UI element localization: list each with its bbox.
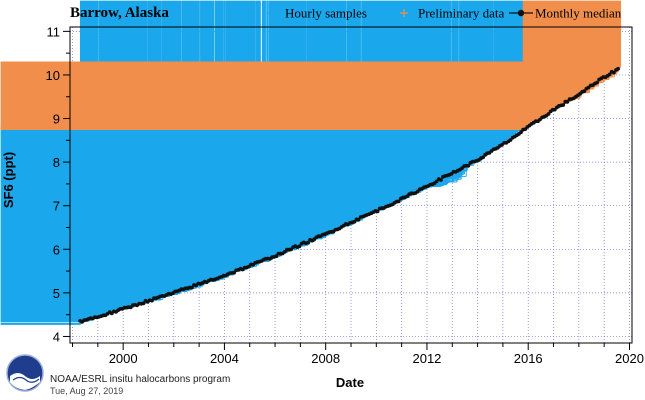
x-tick-label: 2000: [109, 351, 138, 366]
monthly-median-point: [519, 130, 523, 135]
legend-marker: [517, 9, 525, 17]
y-tick-label: 9: [53, 112, 60, 127]
y-tick-label: 10: [46, 68, 60, 83]
monthly-median-point: [190, 285, 194, 290]
y-tick-label: 5: [53, 286, 60, 301]
monthly-median-point: [306, 240, 310, 245]
monthly-median-point: [150, 298, 154, 303]
monthly-median-point: [396, 199, 401, 204]
monthly-median-point: [582, 89, 587, 94]
monthly-median-point: [466, 163, 471, 168]
x-tick-label: 2012: [412, 351, 441, 366]
x-tick-label: 2004: [210, 351, 239, 366]
monthly-median-point: [481, 155, 485, 160]
x-tick-label: 2008: [311, 351, 340, 366]
legend-marker: [267, 9, 275, 17]
y-tick-label: 8: [53, 155, 60, 170]
x-tick-label: 2016: [514, 351, 543, 366]
legend: Hourly samples Preliminary data Monthly me…: [267, 6, 622, 21]
credit-date: Tue, Aug 27, 2019: [50, 386, 124, 396]
legend-label: Preliminary data: [418, 6, 505, 21]
legend-label: Monthly median: [535, 6, 622, 21]
legend-label: Hourly samples: [285, 6, 367, 21]
monthly-median-point: [616, 66, 620, 71]
x-tick-label: 2020: [615, 351, 644, 366]
y-tick-label: 11: [47, 24, 61, 39]
monthly-median-point: [274, 254, 279, 259]
monthly-median-point: [607, 72, 612, 77]
monthly-median-point: [561, 103, 566, 107]
chart-title: Barrow, Alaska: [70, 5, 169, 21]
monthly-median-point: [595, 80, 599, 85]
y-axis-label: SF6 (ppt): [1, 152, 16, 208]
axis-ticks: 2000 2004 2008 2012 2016 2020 4 5 6 7 8 9 10 11: [46, 24, 644, 366]
monthly-median-point: [375, 209, 380, 214]
monthly-median-point: [439, 178, 443, 182]
y-tick-label: 4: [53, 329, 60, 344]
monthly-median-series: [78, 66, 620, 324]
monthly-median-point: [612, 70, 616, 75]
monthly-median-point: [356, 217, 361, 222]
x-axis-label: Date: [336, 375, 364, 390]
noaa-logo: [6, 354, 44, 392]
credit-program: NOAA/ESRL insitu halocarbons program: [50, 374, 231, 385]
legend-marker: [400, 9, 408, 17]
y-tick-label: 7: [53, 199, 60, 214]
y-tick-label: 6: [53, 242, 60, 257]
monthly-median-point: [546, 112, 551, 116]
monthly-median-point: [565, 99, 570, 104]
monthly-median-point: [141, 301, 146, 306]
monthly-median-point: [297, 244, 302, 249]
